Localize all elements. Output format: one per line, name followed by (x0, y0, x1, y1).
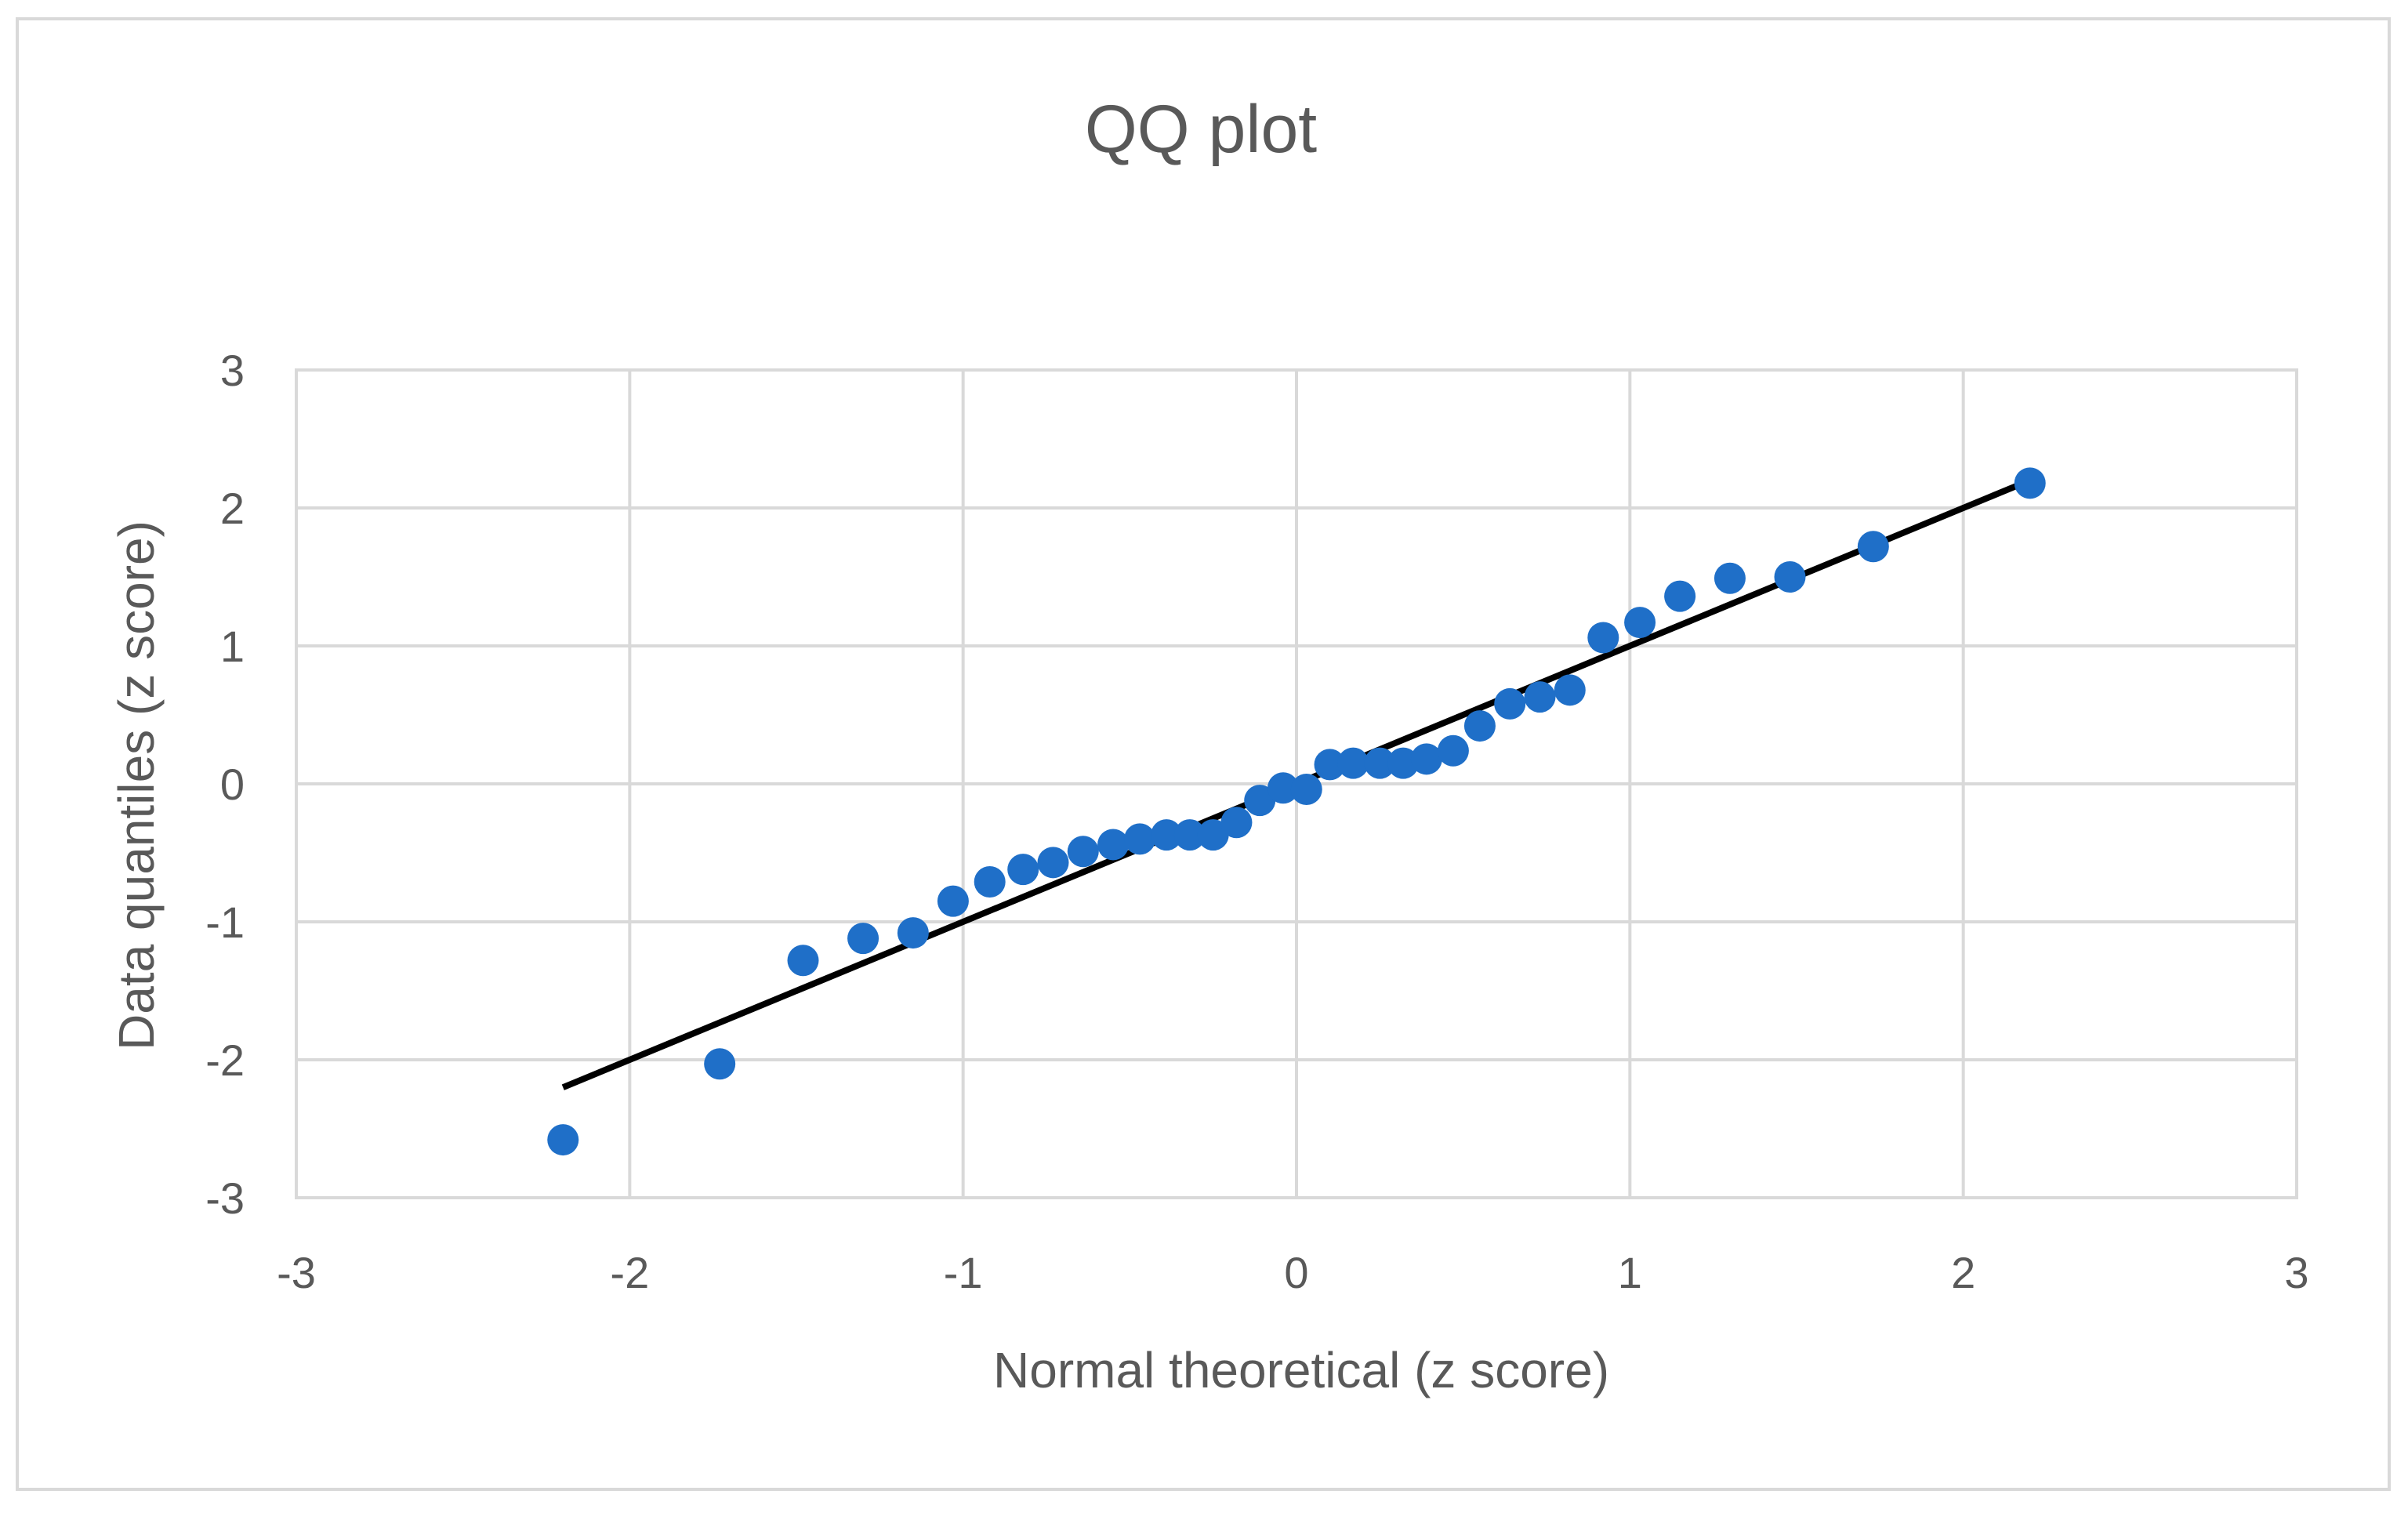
data-point (1410, 743, 1442, 775)
chart-frame (16, 17, 2391, 1491)
x-tick-label: -3 (277, 1248, 316, 1297)
data-point (1220, 807, 1253, 839)
data-point (1007, 854, 1039, 886)
data-point (1774, 561, 1806, 593)
data-point (1494, 687, 1526, 720)
data-point (1314, 749, 1346, 781)
data-point (704, 1048, 736, 1080)
x-tick-label: 3 (2284, 1248, 2308, 1297)
data-point (1290, 774, 1322, 806)
data-point (1337, 747, 1369, 779)
x-tick-label: 0 (1284, 1248, 1308, 1297)
data-point (1151, 819, 1183, 851)
y-tick-label: -2 (205, 1035, 245, 1085)
data-point (847, 923, 879, 955)
data-point (1554, 674, 1586, 706)
data-point (1624, 607, 1656, 639)
data-point (1714, 562, 1746, 594)
data-point (1664, 580, 1696, 612)
data-point (897, 917, 929, 949)
y-tick-label: 3 (220, 346, 245, 395)
y-axis-title: Data quantiles (z score) (108, 520, 165, 1050)
grid-lines (295, 368, 2298, 1199)
data-point (1387, 747, 1420, 779)
plot-area-border (295, 368, 2298, 1199)
y-tick-label: -3 (205, 1173, 245, 1223)
x-axis-tick-labels: -3 -2 -1 0 1 2 3 (277, 1248, 2308, 1297)
data-point (1857, 531, 1889, 563)
data-point (1587, 622, 1619, 654)
data-point (1244, 785, 1276, 817)
y-axis-tick-labels: -3 -2 -1 0 1 2 3 (205, 346, 245, 1223)
data-point (2014, 467, 2046, 499)
chart-title: QQ plot (1085, 92, 1317, 167)
data-point (1037, 847, 1069, 879)
x-axis-title: Normal theoretical (z score) (993, 1342, 1609, 1398)
data-point (1267, 772, 1299, 804)
x-tick-label: 2 (1951, 1248, 1975, 1297)
data-point (1364, 747, 1396, 779)
data-point (1173, 819, 1206, 851)
y-tick-label: 0 (220, 760, 245, 809)
x-tick-label: -2 (610, 1248, 649, 1297)
plot-border (295, 368, 2298, 1199)
data-point (1197, 819, 1229, 851)
y-tick-label: -1 (205, 898, 245, 947)
data-point (937, 885, 969, 917)
data-point (1437, 734, 1469, 767)
x-tick-label: 1 (1618, 1248, 1642, 1297)
data-point (1067, 836, 1099, 868)
scatter-points-layer (547, 467, 2046, 1156)
data-point (1124, 823, 1156, 855)
data-point (547, 1124, 579, 1156)
data-point (1463, 710, 1496, 742)
data-point (974, 865, 1006, 898)
data-point (787, 945, 819, 977)
data-point (1097, 829, 1130, 861)
y-tick-label: 1 (220, 622, 245, 671)
y-tick-label: 2 (220, 484, 245, 533)
data-point (1524, 681, 1556, 713)
x-tick-label: -1 (944, 1248, 983, 1297)
